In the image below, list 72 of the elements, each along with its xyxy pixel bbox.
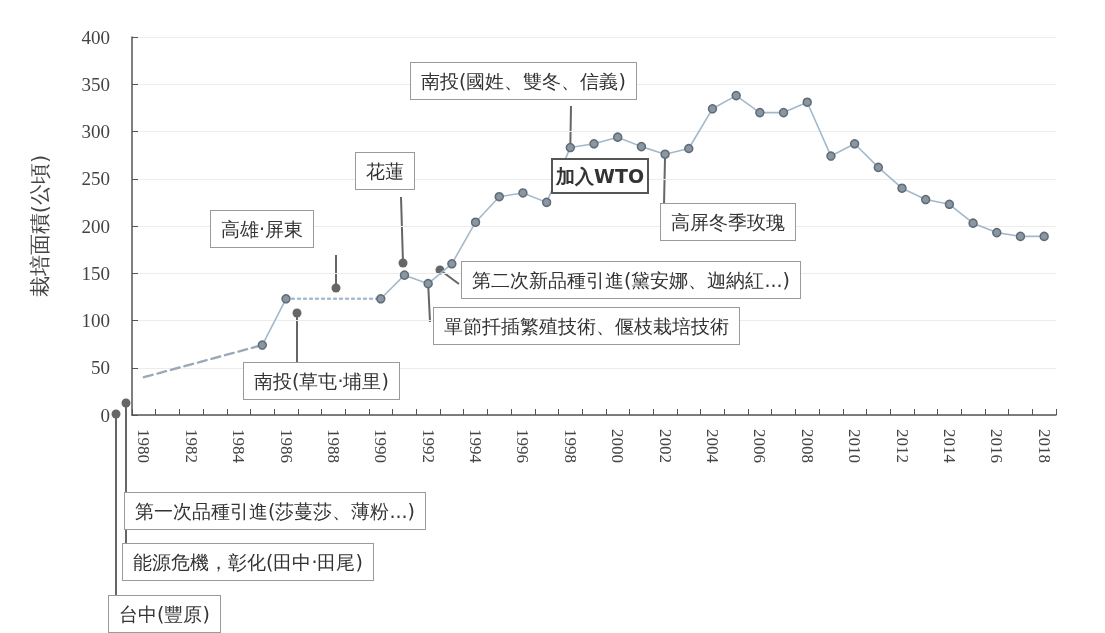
point: [589, 139, 599, 149]
y-tick-label: 300: [81, 121, 110, 142]
x-tick-label: 2004: [702, 429, 722, 464]
x-tick-label: 1994: [466, 429, 486, 464]
point: [257, 340, 268, 350]
point: [920, 194, 931, 205]
annotation: 南投(國姓、雙冬、信義): [410, 62, 637, 100]
x-tick-label: 2006: [750, 429, 770, 463]
point: [826, 151, 836, 161]
y-tick-label: 200: [81, 215, 110, 237]
point: [470, 217, 481, 227]
annotation: 第二次新品種引進(黛安娜、迦納紅...): [461, 261, 801, 299]
x-tick-label: 2008: [797, 429, 817, 463]
text: 第一次品種引進(莎蔓莎、薄粉...): [124, 492, 426, 530]
text: 能源危機，彰化(田中·田尾): [122, 543, 374, 581]
point: [636, 141, 647, 152]
annotation: 南投(草屯·埔里): [243, 362, 400, 400]
point: [873, 162, 884, 173]
x-tick-label: 1982: [181, 429, 201, 463]
annotation: 高屏冬季玫瑰: [660, 203, 796, 241]
x-tick-label: 1988: [323, 429, 343, 463]
point: [612, 132, 623, 142]
point: [660, 149, 670, 159]
point: [281, 294, 291, 304]
text: 台中(豐原): [108, 595, 221, 633]
point: [1039, 231, 1049, 242]
x-tick-label: 2014: [939, 429, 959, 464]
point: [423, 278, 433, 289]
point: [897, 183, 907, 193]
point: [494, 191, 504, 202]
x-tick-label: 1992: [418, 429, 438, 463]
point: [447, 259, 457, 269]
point: [376, 294, 386, 304]
annotation: 單節扦插繁殖技術、偃枝栽培技術: [433, 307, 740, 345]
y-tick-label: 250: [81, 168, 110, 190]
point: [778, 107, 789, 118]
point: [944, 199, 955, 210]
x-tick-label: 1986: [276, 429, 296, 463]
y-tick-label: 50: [91, 357, 110, 379]
point: [399, 270, 410, 280]
x-tick-label: 2016: [987, 429, 1007, 463]
y-tick-label: 100: [81, 310, 110, 331]
x-tick-label: 2010: [845, 429, 865, 463]
x-tick-label: 2000: [608, 429, 628, 463]
y-tick-label: 150: [81, 262, 110, 284]
point: [684, 143, 694, 154]
point: [849, 139, 860, 149]
point: [992, 227, 1002, 238]
x-tick-label: 1998: [560, 429, 580, 463]
x-tick-label: 2018: [1034, 429, 1054, 463]
y-tick-label: 350: [81, 73, 110, 95]
y-axis-title: 栽培面積(公頃): [27, 154, 52, 298]
point: [968, 218, 978, 228]
point: [541, 197, 552, 208]
point: [755, 107, 765, 118]
point: [518, 188, 528, 198]
x-tick-label: 1980: [134, 429, 154, 463]
x-tick-label: 2012: [892, 429, 912, 463]
point: [565, 142, 576, 153]
point: [802, 97, 812, 107]
annotation: 花蓮: [355, 152, 415, 190]
annotation: 高雄·屏東: [210, 210, 315, 248]
x-tick-label: 1990: [371, 429, 391, 463]
y-tick-label: 0: [100, 404, 110, 426]
point: [1015, 231, 1026, 242]
point: [707, 104, 718, 114]
y-tick-label: 400: [81, 26, 110, 48]
point: [731, 90, 741, 101]
x-tick-label: 1996: [513, 429, 533, 463]
x-tick-label: 1984: [229, 429, 249, 464]
annotation: 加入WTO: [551, 158, 650, 194]
x-tick-label: 2002: [655, 429, 675, 463]
